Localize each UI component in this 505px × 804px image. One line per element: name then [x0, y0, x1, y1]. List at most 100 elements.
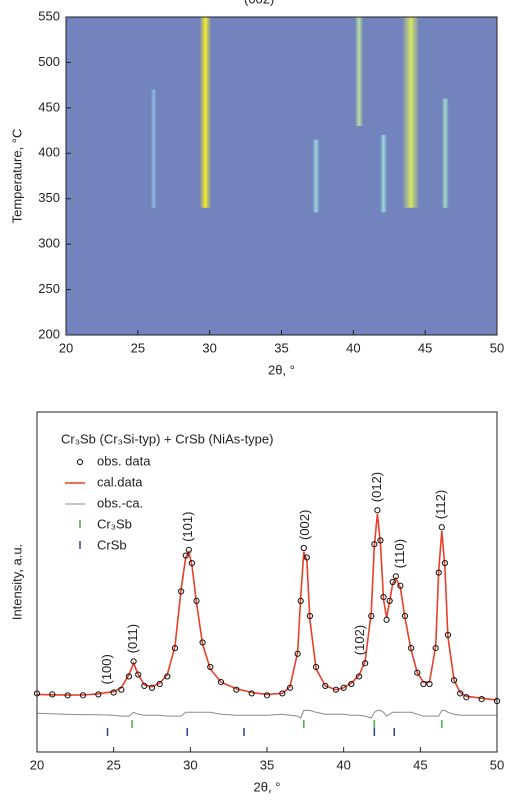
peak-label: (002) [244, 0, 274, 6]
x-tick-label: 25 [131, 340, 145, 355]
peak-label: (101) [180, 512, 195, 542]
data-point [185, 546, 192, 553]
y-tick-label: 400 [38, 145, 60, 160]
data-point [377, 537, 384, 544]
data-point [182, 552, 189, 559]
data-point [432, 645, 439, 652]
legend-title: Cr₃Sb (Cr₃Si-typ) + CrSb (NiAs-type) [61, 431, 273, 446]
peak-label: (002) [297, 510, 312, 540]
data-point [438, 524, 445, 531]
legend-label: Cr₃Sb [97, 516, 132, 531]
heatmap-streak [354, 17, 364, 127]
x-tick-label: 45 [418, 340, 432, 355]
heatmap-streak [312, 139, 320, 213]
y-tick-label: 350 [38, 190, 60, 205]
data-point [263, 692, 271, 699]
data-point [306, 612, 314, 620]
x-tick-label: 35 [274, 340, 288, 355]
data-point [199, 639, 206, 646]
data-point [156, 680, 163, 688]
data-point [248, 690, 255, 697]
heatmap-streak [199, 17, 212, 208]
y-tick-label: 500 [38, 54, 60, 69]
data-point [125, 673, 133, 680]
y-axis-label: Temperature, °C [9, 129, 24, 224]
data-point [348, 680, 355, 688]
heatmap-streak [402, 17, 420, 208]
data-point [414, 669, 421, 676]
data-point [371, 541, 378, 548]
data-point [171, 645, 179, 652]
data-point [392, 573, 399, 580]
x-tick-label: 20 [59, 340, 73, 355]
data-point [188, 560, 195, 567]
data-point [355, 673, 363, 680]
x-tick-label: 50 [490, 757, 504, 772]
legend-label: cal.data [97, 474, 143, 489]
data-point [233, 686, 240, 693]
data-point [332, 686, 340, 693]
data-point [420, 680, 427, 688]
data-point [130, 658, 137, 665]
peak-label: (102) [352, 625, 367, 655]
data-point [303, 554, 310, 561]
data-point [368, 612, 375, 620]
peak-label: (100) [99, 654, 114, 684]
data-point [362, 660, 369, 667]
data-point [463, 694, 470, 701]
peak-label: (112) [433, 490, 448, 519]
data-point [389, 578, 396, 586]
data-point [294, 650, 301, 657]
legend-marker [76, 458, 84, 466]
legend-label: obs.-ca. [97, 495, 143, 510]
y-tick-label: 450 [38, 99, 60, 114]
x-tick-label: 20 [30, 757, 44, 772]
data-point [110, 689, 117, 696]
peak-label: (110) [392, 539, 407, 568]
heatmap-streak [379, 135, 388, 213]
x-tick-label: 30 [202, 340, 216, 355]
legend-label: CrSb [97, 537, 127, 552]
data-point [148, 684, 156, 691]
data-point [340, 684, 347, 691]
data-point [118, 686, 125, 693]
data-point [297, 597, 304, 604]
x-axis-label: 2θ, ° [254, 779, 281, 794]
data-point [450, 677, 458, 684]
x-tick-label: 25 [106, 757, 120, 772]
x-tick-label: 50 [490, 340, 504, 355]
peak-label: (011) [125, 624, 140, 653]
x-tick-label: 35 [260, 757, 274, 772]
data-point [193, 597, 200, 604]
y-tick-label: 300 [38, 236, 60, 251]
y-tick-label: 250 [38, 281, 60, 296]
data-point [374, 507, 381, 514]
x-tick-label: 45 [413, 757, 427, 772]
data-point [79, 692, 87, 699]
data-point [49, 691, 56, 698]
data-point [408, 645, 415, 652]
data-point [457, 690, 464, 697]
data-point [64, 692, 71, 699]
legend-label: obs. data [97, 453, 151, 468]
data-point [426, 680, 433, 688]
data-point [380, 594, 387, 601]
data-point [386, 597, 393, 604]
data-point [135, 671, 142, 678]
heatmap-streak [150, 89, 157, 208]
data-point [164, 673, 171, 680]
data-point [383, 616, 390, 623]
y-tick-label: 550 [38, 8, 60, 23]
data-point [141, 682, 148, 689]
data-point [279, 690, 286, 697]
heatmap-background [66, 17, 497, 335]
data-point [178, 588, 185, 595]
heatmap-streak [441, 98, 449, 208]
data-point [478, 696, 485, 703]
x-tick-label: 40 [346, 340, 360, 355]
y-axis-label: Intensity, a.u. [9, 544, 24, 620]
data-point [441, 560, 448, 567]
data-line [36, 709, 497, 719]
x-tick-label: 30 [183, 757, 197, 772]
x-axis-label: 2θ, ° [268, 362, 295, 377]
